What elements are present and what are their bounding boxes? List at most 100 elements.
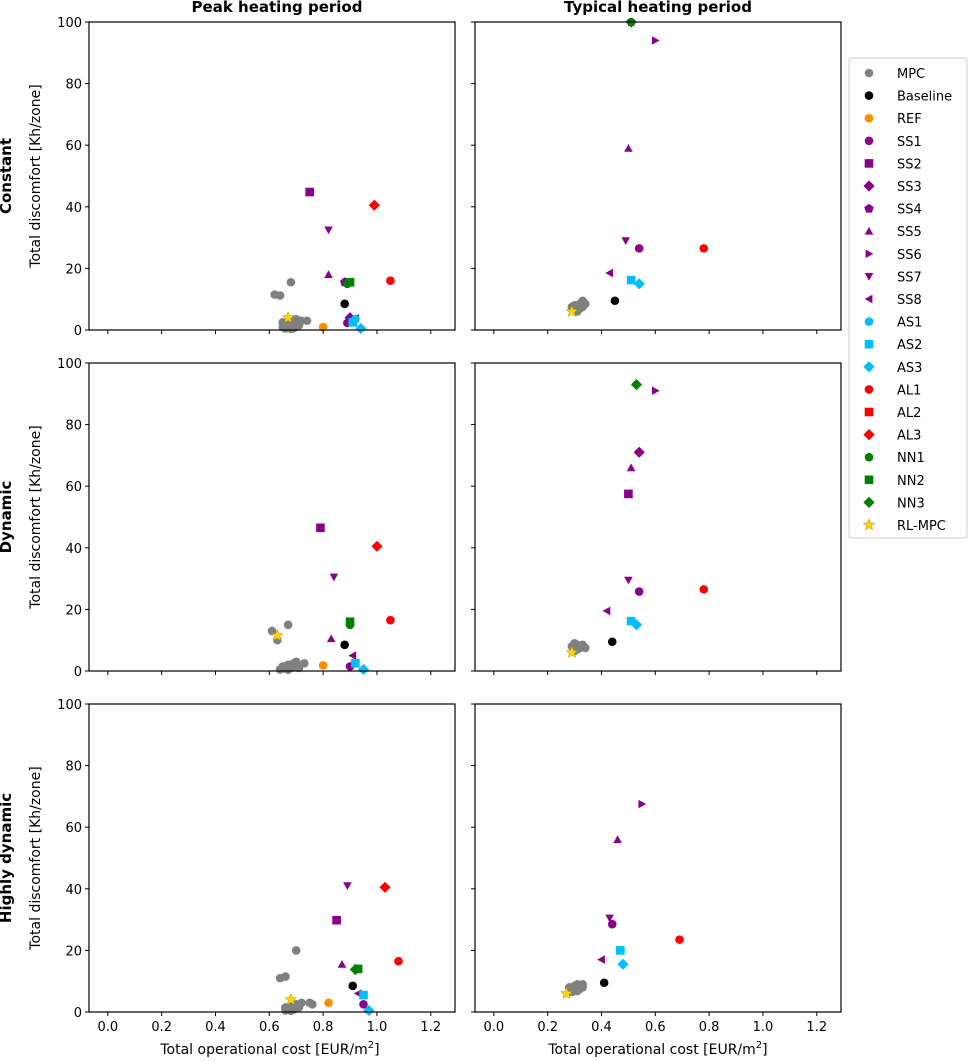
point-as2 <box>359 990 368 1000</box>
point-mpc <box>286 1006 296 1016</box>
point-ss8 <box>602 606 611 616</box>
y-tick-label: 40 <box>65 542 82 557</box>
point-mpc <box>267 626 277 636</box>
y-tick-label: 0 <box>74 1006 82 1021</box>
point-mpc <box>275 665 285 674</box>
point-ss7 <box>329 573 339 582</box>
point-ss5 <box>326 634 336 643</box>
legend-marker-al1 <box>864 385 874 394</box>
point-al3 <box>379 881 391 893</box>
point-ss5 <box>624 144 633 152</box>
point-mpc <box>578 302 587 312</box>
legend-label-ss3: SS3 <box>897 180 922 195</box>
x-tick-label: 0.0 <box>97 1020 118 1035</box>
legend-label-al2: AL2 <box>897 406 921 421</box>
legend-box <box>848 57 968 539</box>
point-nn2 <box>345 277 355 287</box>
legend: MPC Baseline REF SS1 SS2 SS3 SS4 SS5 SS6 SS7 SS8 AS… <box>848 57 968 539</box>
point-mpc <box>308 1000 317 1009</box>
legend-label-al3: AL3 <box>897 429 921 444</box>
y-tick-label: 20 <box>65 944 82 959</box>
point-ss5 <box>324 270 333 278</box>
legend-label-nn2: NN2 <box>897 474 925 489</box>
panel-2-1-background <box>89 363 455 671</box>
x-tick-label: 0.8 <box>313 1020 334 1035</box>
point-ss8 <box>348 651 357 660</box>
legend-label-nn1: NN1 <box>897 451 925 466</box>
point-ss7 <box>343 882 352 890</box>
legend-marker-rl-mpc <box>862 518 876 531</box>
legend-marker-ss8 <box>864 294 873 304</box>
legend-label-al1: AL1 <box>897 383 921 398</box>
point-rl-mpc <box>565 645 579 658</box>
point-ss3 <box>344 312 356 324</box>
point-ref <box>324 998 333 1008</box>
panel-3-1-markers <box>275 881 403 1016</box>
y-tick-label: 100 <box>57 357 82 372</box>
point-mpc <box>283 665 293 675</box>
x-tick-label: 1.2 <box>420 1020 441 1035</box>
point-ss7 <box>605 914 614 923</box>
panel-3-1-background <box>89 704 455 1012</box>
panel-2-2-background <box>475 363 841 671</box>
point-ss2 <box>305 187 314 197</box>
y-axis-label-row2: Total discomfort [Kh/zone] <box>28 425 44 609</box>
point-mpc <box>294 321 304 330</box>
panel-1-1-background <box>89 22 455 330</box>
legend-label-ss4: SS4 <box>897 203 922 218</box>
x-tick-label: 1.0 <box>753 1020 774 1035</box>
y-tick-label: 60 <box>65 821 82 836</box>
legend-label-mpc: MPC <box>897 67 925 82</box>
point-mpc <box>291 946 301 955</box>
x-tick-label: 0.2 <box>151 1020 172 1035</box>
legend-marker-nn1 <box>864 452 874 462</box>
legend-label-ss5: SS5 <box>897 225 922 240</box>
point-as2 <box>351 659 360 668</box>
legend-marker-ref <box>864 113 874 123</box>
point-mpc <box>286 277 296 287</box>
panel-1-2-frame <box>474 21 842 331</box>
legend-label-baseline: Baseline <box>897 90 952 105</box>
legend-marker-ss7 <box>864 273 874 281</box>
legend-label-ss2: SS2 <box>897 157 922 172</box>
point-ss7 <box>324 226 333 235</box>
legend-marker-as1 <box>864 317 874 326</box>
point-as3 <box>630 619 643 631</box>
y-tick-label: 20 <box>65 262 82 277</box>
point-al1 <box>699 244 709 253</box>
panel-1-2-markers <box>565 18 709 317</box>
y-tick-label: 100 <box>57 698 82 713</box>
panel-2-1-frame <box>88 362 456 672</box>
row-title-constant: Constant <box>0 138 15 214</box>
x-tick-label: 0.4 <box>591 1020 612 1035</box>
label-layer: Peak heating period Typical heating peri… <box>0 0 768 1058</box>
point-al1 <box>675 935 684 944</box>
point-mpc <box>283 620 293 630</box>
x-axis-label-right: Total operational cost [EUR/m2] <box>547 1040 767 1058</box>
column-title-peak: Peak heating period <box>192 0 363 16</box>
point-ss7 <box>624 576 633 585</box>
point-mpc <box>281 972 290 981</box>
point-baseline <box>607 637 617 647</box>
point-as2 <box>626 275 636 285</box>
point-mpc <box>286 324 296 334</box>
legend-marker-ss3 <box>863 180 875 192</box>
point-nn3 <box>630 379 643 391</box>
row-title-highly-dynamic: Highly dynamic <box>0 793 15 923</box>
legend-marker-al2 <box>864 407 874 417</box>
point-ref <box>318 661 328 670</box>
point-nn3 <box>349 963 361 976</box>
legend-label-ref: REF <box>897 112 922 127</box>
legend-label-ss7: SS7 <box>897 270 922 285</box>
point-rl-mpc <box>281 311 295 324</box>
point-mpc <box>294 1003 304 1012</box>
marker-layer <box>267 18 709 1016</box>
point-al3 <box>371 540 383 552</box>
y-tick-label: 60 <box>65 139 82 154</box>
legend-marker-as3 <box>863 361 875 373</box>
point-al3 <box>368 199 380 211</box>
point-as3 <box>363 1004 375 1016</box>
point-ss2 <box>316 523 325 533</box>
point-ss7 <box>621 237 630 245</box>
